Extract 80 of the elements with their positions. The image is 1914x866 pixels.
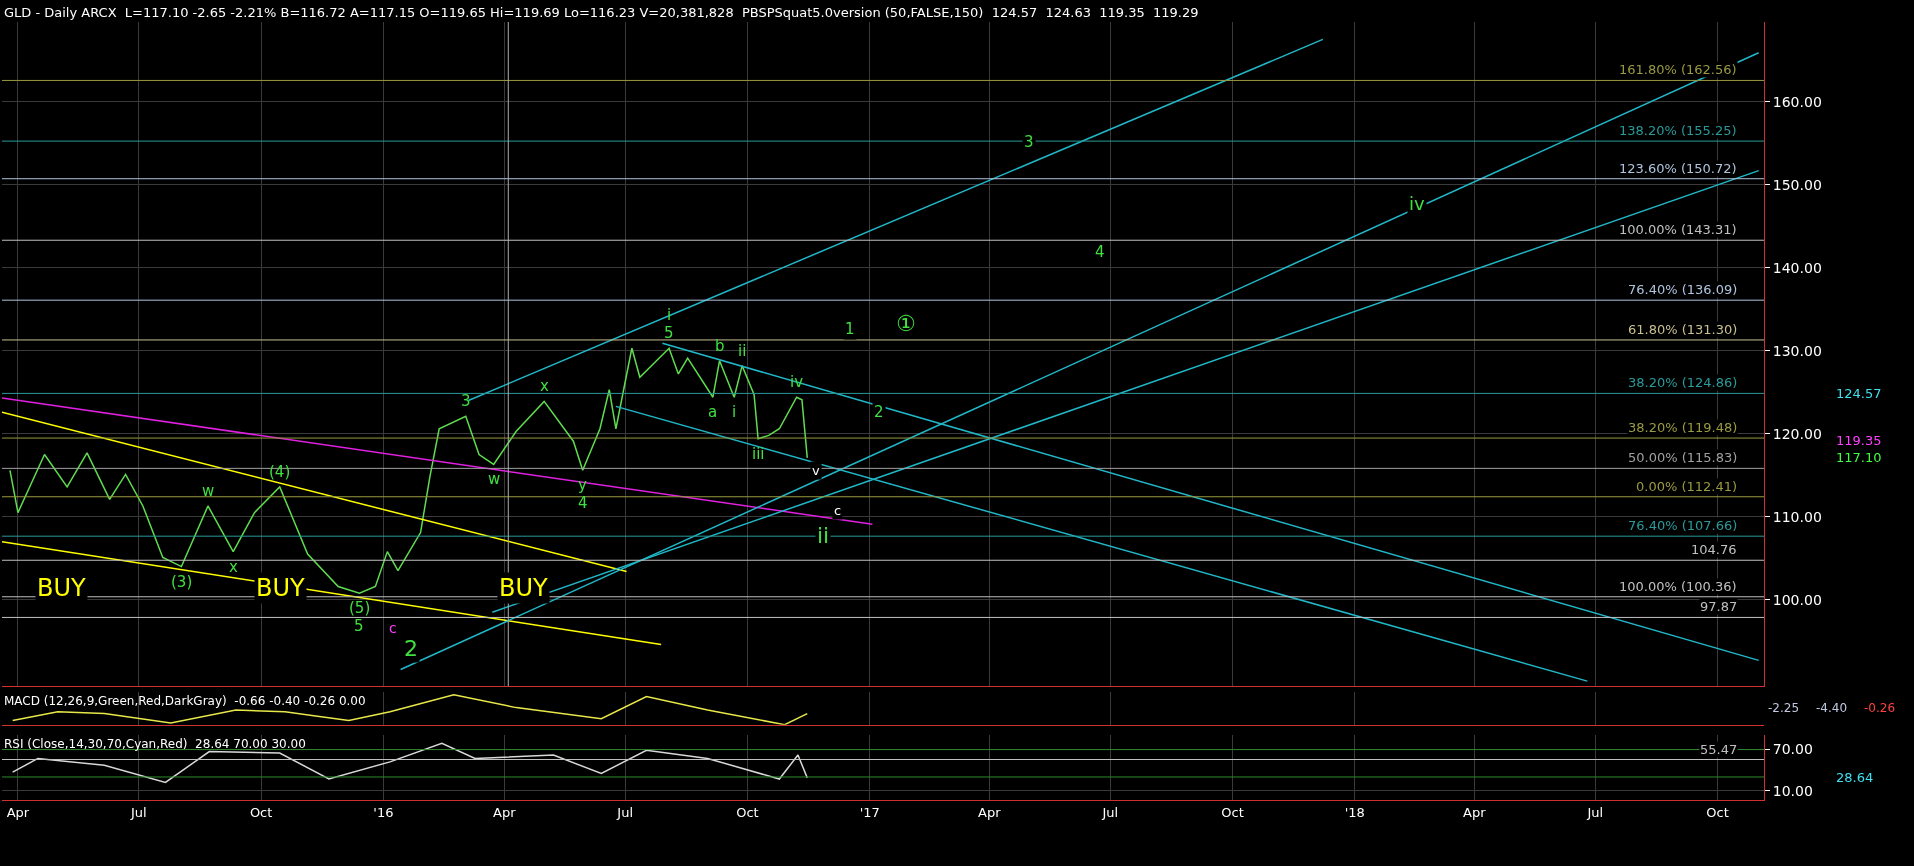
x-tick-label: '18 [1344,804,1365,820]
annotation: 4 [1095,243,1105,261]
x-tick-label: Jul [616,804,634,820]
annotation: v [812,463,820,478]
ref-line-label: 123.60% (150.72) [1619,161,1737,176]
annotation: ii [738,342,747,360]
x-tick-label: Oct [1221,804,1244,820]
ref-line-label: 97.87 [1700,599,1738,614]
annotation: i [667,306,672,324]
chart-title: GLD - Daily ARCX L=117.10 -2.65 -2.21% B=116.72 A=117.15 O=119.65 Hi=119.69 Lo=116.23 V=20,381,828 PBSPSquat5.0version (50,FALSE,150) 124.57 124.63 119.35 119.29 [4,5,1199,20]
x-tick-label: '17 [859,804,880,820]
chart-title: MACD (12,26,9,Green,Red,DarkGray) -0.66 -0.40 -0.26 0.00 [4,694,366,708]
annotation: iv [1409,193,1425,214]
x-tick-label: Jul [130,804,147,820]
ref-line-label: 100.00% (100.36) [1619,579,1737,594]
annotation: 3 [461,392,471,410]
annotation: c [389,620,397,636]
x-tick-label: '16 [373,804,394,820]
annotation: 5 [354,617,364,635]
annotation: 4 [578,494,588,512]
annotation: i [732,403,737,421]
x-tick-label: Apr [6,804,30,820]
x-tick-label: Oct [1706,804,1729,820]
ref-line-label: 0.00% (112.41) [1636,479,1738,494]
ref-line-label: 104.76 [1691,542,1737,557]
ref-line-label: 38.20% (124.86) [1628,375,1738,390]
y-tick-label: 160.00 [1772,93,1822,110]
annotation: BUY [499,574,549,602]
x-tick-label: Apr [1463,804,1487,820]
text: -4.40 [1816,701,1848,715]
ref-line-label: 50.00% (115.83) [1628,450,1738,465]
annotation: b [715,337,725,355]
annotation: (4) [269,463,291,481]
y-tick-label: 130.00 [1772,342,1822,359]
annotation: 5 [664,324,674,342]
x-tick-label: Apr [493,804,517,820]
chart-title: RSI (Close,14,30,70,Cyan,Red) 28.64 70.00 30.00 [4,737,306,751]
annotation: w [488,470,501,488]
y-tick-label: 120.00 [1772,425,1822,442]
annotation: BUY [256,574,306,602]
annotation: x [229,558,238,576]
text: -2.25 [1768,701,1800,715]
y-tick-label: 140.00 [1772,259,1822,276]
y-tick-label: 110.00 [1772,508,1822,525]
annotation: BUY [37,574,87,602]
y-tick-label: 150.00 [1772,176,1822,193]
text: -0.26 [1864,701,1896,715]
annotation: 2 [404,636,418,661]
annotation: iii [752,445,765,463]
annotation: 2 [874,403,884,421]
y-tick-label: 100.00 [1772,591,1822,608]
ref-line-label: 138.20% (155.25) [1619,123,1737,138]
x-tick-label: Apr [978,804,1002,820]
y-tick-label: 10.00 [1772,782,1813,799]
text: 117.10 [1836,450,1882,465]
text: 28.64 [1836,770,1874,785]
x-tick-label: Jul [1586,804,1604,820]
x-tick-label: Jul [1101,804,1119,820]
annotation: c [834,503,842,518]
annotation: (5) [349,599,371,617]
ref-line-label: 76.40% (107.66) [1628,518,1738,533]
annotation: (3) [171,573,193,591]
annotation: 1 [845,320,855,338]
x-tick-label: Oct [249,804,273,820]
text: 124.57 [1836,386,1882,401]
annotation: x [540,377,549,395]
ref-line-label: 161.80% (162.56) [1619,62,1737,77]
ref-line-label: 61.80% (131.30) [1628,322,1738,337]
ref-line-label: 55.47 [1700,742,1738,757]
ref-line-label: 76.40% (136.09) [1628,282,1738,297]
annotation: a [708,403,718,421]
ref-line-label: 38.20% (119.48) [1628,420,1738,435]
y-tick-label: 70.00 [1772,741,1813,758]
annotation: ① [896,311,916,336]
annotation: 3 [1024,133,1034,151]
annotation: ii [817,523,830,548]
x-tick-label: Oct [736,804,759,820]
ref-line-label: 100.00% (143.31) [1619,222,1737,237]
text: 119.35 [1836,433,1882,448]
annotation: w [202,482,215,500]
